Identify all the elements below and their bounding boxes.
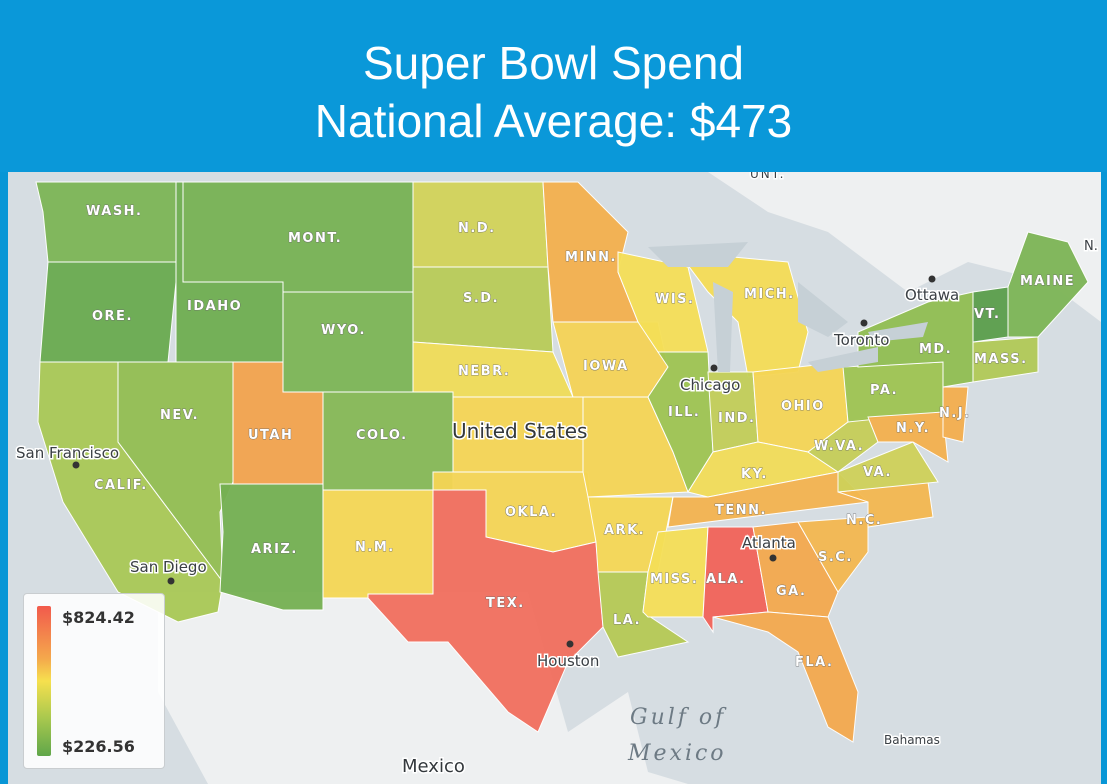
- label-maine: MAINE: [1020, 274, 1075, 289]
- city-toronto: Toronto: [833, 331, 889, 349]
- label-nd: N.D.: [458, 221, 496, 236]
- label-mont: MONT.: [288, 231, 342, 246]
- mexico-label: Mexico: [402, 756, 465, 777]
- label-ill: ILL.: [668, 405, 700, 420]
- city-atlanta: Atlanta: [742, 534, 796, 552]
- state-md[interactable]: [867, 411, 949, 463]
- gulf-label-line1: Gulf of: [630, 705, 727, 730]
- title-banner: Super Bowl Spend National Average: $473: [0, 0, 1107, 172]
- label-nc: N.C.: [846, 513, 882, 528]
- label-ga: GA.: [776, 584, 806, 599]
- canada-land: [8, 172, 1101, 322]
- state-wash[interactable]: [35, 181, 177, 263]
- color-legend: $824.42 $226.56: [23, 593, 165, 769]
- state-sd[interactable]: [412, 266, 554, 353]
- state-va[interactable]: [837, 441, 939, 493]
- legend-gradient-bar: [37, 606, 51, 756]
- label-sc: S.C.: [818, 550, 853, 565]
- city-markers: Ottawa Toronto Chicago San Francisco San…: [15, 275, 961, 672]
- state-maine[interactable]: [1007, 231, 1089, 338]
- label-pa: PA.: [870, 383, 898, 398]
- legend-min-value: $226.56: [62, 737, 135, 756]
- city-houston: Houston: [537, 652, 599, 670]
- label-ind: IND.: [718, 411, 755, 426]
- san-diego-dot: [167, 577, 175, 585]
- city-san-diego: San Diego: [130, 558, 207, 576]
- label-wis: WIS.: [655, 292, 694, 307]
- state-mass[interactable]: [972, 336, 1039, 383]
- label-nebr: NEBR.: [458, 364, 510, 379]
- label-wash: WASH.: [86, 204, 143, 219]
- label-colo: COLO.: [356, 428, 408, 443]
- label-nj: N.J.: [939, 406, 971, 421]
- label-wyo: WYO.: [321, 323, 366, 338]
- great-lakes: [648, 242, 928, 372]
- map-svg[interactable]: WASH. ORE. CALIF. NEV. IDAHO MONT. WYO. …: [8, 172, 1101, 784]
- state-sc[interactable]: [797, 516, 869, 593]
- states-layer: [35, 181, 1089, 743]
- state-ny[interactable]: [857, 291, 974, 388]
- label-ohio: OHIO: [781, 399, 825, 414]
- label-la: LA.: [613, 613, 641, 628]
- ottawa-dot: [928, 275, 936, 283]
- country-label: United States: [452, 419, 587, 443]
- legend-max-value: $824.42: [62, 608, 135, 627]
- label-calif: CALIF.: [94, 478, 148, 493]
- state-fla[interactable]: [712, 611, 859, 743]
- mexico-land: [158, 592, 688, 784]
- national-average-subtitle: National Average: $473: [314, 95, 793, 147]
- label-ky: KY.: [741, 467, 768, 482]
- city-chicago: Chicago: [680, 376, 740, 394]
- label-tex: TEX.: [486, 596, 525, 611]
- label-miss: MISS.: [650, 572, 698, 587]
- label-va: VA.: [863, 465, 892, 480]
- city-ottawa: Ottawa: [905, 286, 959, 304]
- state-tex[interactable]: [367, 489, 604, 733]
- ne-edge-label: N.: [1084, 239, 1098, 254]
- label-mich: MICH.: [744, 287, 795, 302]
- label-minn: MINN.: [565, 250, 617, 265]
- houston-dot: [566, 640, 574, 648]
- label-okla: OKLA.: [505, 505, 557, 520]
- label-ariz: ARIZ.: [251, 542, 298, 557]
- bahamas-label: Bahamas: [884, 733, 940, 747]
- state-ill[interactable]: [647, 351, 714, 494]
- toronto-dot: [860, 319, 868, 327]
- chicago-dot: [710, 364, 718, 372]
- canada-top-label: UNT.: [750, 172, 785, 181]
- label-nm: N.M.: [355, 540, 395, 555]
- state-nj[interactable]: [942, 386, 969, 443]
- map-title: Super Bowl Spend: [362, 37, 745, 89]
- label-tenn: TENN.: [715, 503, 767, 518]
- label-ala: ALA.: [706, 572, 746, 587]
- choropleth-map[interactable]: WASH. ORE. CALIF. NEV. IDAHO MONT. WYO. …: [8, 172, 1101, 784]
- label-nev: NEV.: [160, 408, 199, 423]
- label-iowa: IOWA: [583, 359, 629, 374]
- label-sd: S.D.: [463, 291, 499, 306]
- san-francisco-dot: [72, 461, 80, 469]
- label-idaho: IDAHO: [187, 299, 242, 314]
- atlanta-dot: [769, 554, 777, 562]
- label-wva: W.VA.: [814, 439, 864, 454]
- state-labels: WASH. ORE. CALIF. NEV. IDAHO MONT. WYO. …: [86, 204, 1075, 671]
- label-ore: ORE.: [92, 309, 133, 324]
- state-wyo[interactable]: [282, 291, 414, 393]
- label-mass: MASS.: [974, 352, 1028, 367]
- label-ark: ARK.: [604, 523, 645, 538]
- label-md: N.Y.: [896, 421, 930, 436]
- label-utah: UTAH: [248, 428, 293, 443]
- gulf-label-line2: Mexico: [627, 741, 727, 766]
- atlantic-water: [908, 602, 1101, 784]
- label-ny: MD.: [919, 342, 952, 357]
- label-vt: VT.: [974, 307, 1000, 322]
- city-san-francisco: San Francisco: [16, 444, 119, 462]
- state-ga[interactable]: [752, 521, 839, 618]
- label-fla: FLA.: [795, 655, 833, 670]
